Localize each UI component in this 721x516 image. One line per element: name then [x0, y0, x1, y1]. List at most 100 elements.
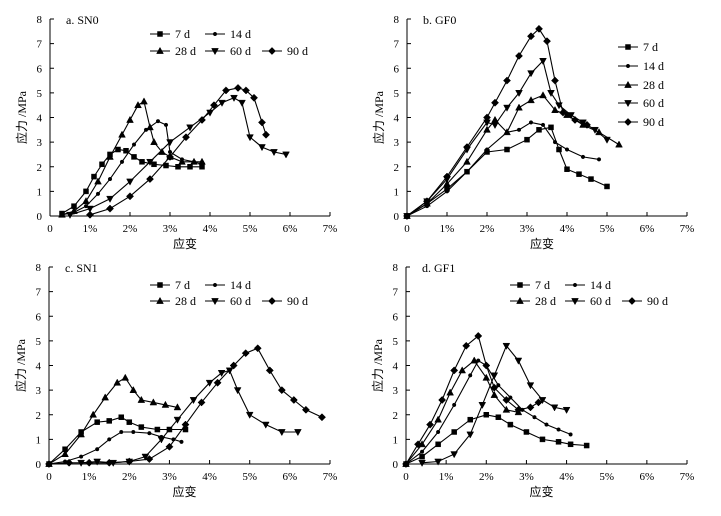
c-sn1-y-tick-label: 2: [36, 410, 42, 422]
data-point: [106, 195, 114, 203]
data-point: [551, 76, 559, 85]
legend-label: 90 d: [287, 294, 308, 308]
data-point: [131, 154, 137, 160]
data-point: [467, 416, 473, 423]
c-sn1-x-axis-title: 应变: [172, 484, 196, 499]
a-sn0-y-tick-label: 1: [37, 186, 43, 198]
data-point: [443, 179, 451, 187]
data-point: [154, 426, 161, 433]
data-point: [556, 146, 562, 153]
data-point: [113, 378, 122, 386]
data-point: [463, 143, 471, 152]
legend-label: 90 d: [287, 44, 308, 58]
data-point: [146, 175, 154, 184]
b-gf0-series-7-d: [404, 124, 610, 219]
d-gf1-y-tick-label: 8: [393, 262, 399, 274]
c-sn1-x-tick-label: 6%: [283, 471, 298, 483]
data-point: [147, 431, 152, 436]
data-point: [166, 152, 174, 161]
legend-label: 7 d: [535, 278, 550, 292]
data-point: [301, 405, 310, 414]
c-sn1-x-tick-label: 3%: [162, 471, 177, 483]
c-sn1-series-7-d: [46, 414, 189, 467]
data-point: [426, 420, 435, 429]
legend-label: 14 d: [230, 27, 251, 41]
data-point: [484, 147, 490, 152]
b-gf0-y-tick-label: 0: [394, 211, 400, 223]
d-gf1-y-axis-title: 应力 /MPa: [370, 338, 385, 392]
legend-entry-60-d: 60 d: [565, 294, 611, 308]
data-point: [443, 172, 451, 181]
data-point: [95, 447, 100, 452]
data-point: [134, 101, 142, 109]
data-point: [125, 457, 134, 466]
data-point: [580, 154, 586, 159]
data-point: [82, 197, 90, 205]
b-gf0-y-tick-label: 6: [394, 63, 400, 75]
a-sn0-legend: 7 d 14 d 28 d 60 d 90 d: [150, 27, 308, 58]
legend-marker: [212, 31, 218, 37]
data-point: [534, 398, 543, 407]
legend-marker: [156, 296, 164, 304]
data-point: [229, 361, 238, 370]
d-gf1-y-tick-label: 7: [393, 287, 399, 299]
data-point: [555, 439, 562, 445]
data-point: [564, 166, 570, 172]
d-gf1-x-tick-label: 3%: [519, 471, 534, 483]
data-point: [514, 357, 523, 365]
b-gf0-legend: 7 d 14 d 28 d 60 d 90 d: [618, 40, 664, 129]
legend-entry-90-d: 90 d: [262, 294, 308, 308]
data-point: [548, 124, 554, 131]
data-point: [218, 99, 226, 107]
legend-marker: [628, 297, 636, 305]
data-point: [129, 386, 138, 393]
data-point: [402, 460, 410, 468]
legend-label: 60 d: [643, 96, 664, 110]
data-point: [258, 118, 266, 127]
data-point: [556, 427, 561, 432]
b-gf0-y-tick-label: 1: [394, 186, 400, 198]
data-point: [503, 128, 511, 136]
legend-marker: [624, 100, 632, 108]
data-point: [470, 356, 479, 364]
a-sn0-y-tick-label: 2: [37, 162, 43, 174]
data-point: [45, 460, 53, 468]
data-point: [86, 205, 94, 213]
a-sn0-x-tick-label: 3%: [163, 223, 178, 235]
data-point: [217, 370, 226, 378]
c-sn1-y-tick-label: 1: [36, 434, 42, 446]
d-gf1-x-tick-label: 0: [403, 471, 409, 483]
data-point: [436, 429, 441, 435]
series-line: [81, 369, 298, 464]
legend-entry-7-d: 7 d: [150, 278, 190, 292]
data-point: [604, 183, 610, 190]
legend-marker: [624, 118, 632, 126]
legend-marker: [572, 282, 578, 288]
data-point: [515, 90, 523, 97]
b-gf0-y-tick-label: 5: [394, 88, 400, 100]
legend-label: 14 d: [230, 278, 251, 292]
data-point: [85, 458, 94, 467]
data-point: [446, 388, 454, 396]
legend-label: 90 d: [643, 115, 664, 129]
series-line: [48, 377, 178, 465]
data-point: [163, 162, 169, 169]
legend-label: 7 d: [175, 278, 190, 292]
a-sn0-y-tick-label: 7: [37, 39, 43, 51]
b-gf0-x-tick-label: 0: [404, 223, 410, 235]
d-gf1-x-tick-label: 4%: [559, 471, 574, 483]
a-sn0-x-tick-label: 2%: [123, 223, 138, 235]
data-point: [166, 139, 174, 147]
data-point: [277, 386, 286, 395]
data-point: [245, 411, 254, 419]
data-point: [550, 404, 559, 412]
data-point: [265, 366, 274, 375]
data-point: [115, 146, 121, 153]
data-point: [161, 400, 170, 408]
data-point: [181, 420, 190, 429]
c-sn1-y-tick-label: 3: [36, 385, 42, 397]
data-point: [131, 142, 137, 147]
data-point: [175, 164, 181, 170]
legend-entry-28-d: 28 d: [510, 294, 556, 308]
data-point: [94, 419, 100, 425]
